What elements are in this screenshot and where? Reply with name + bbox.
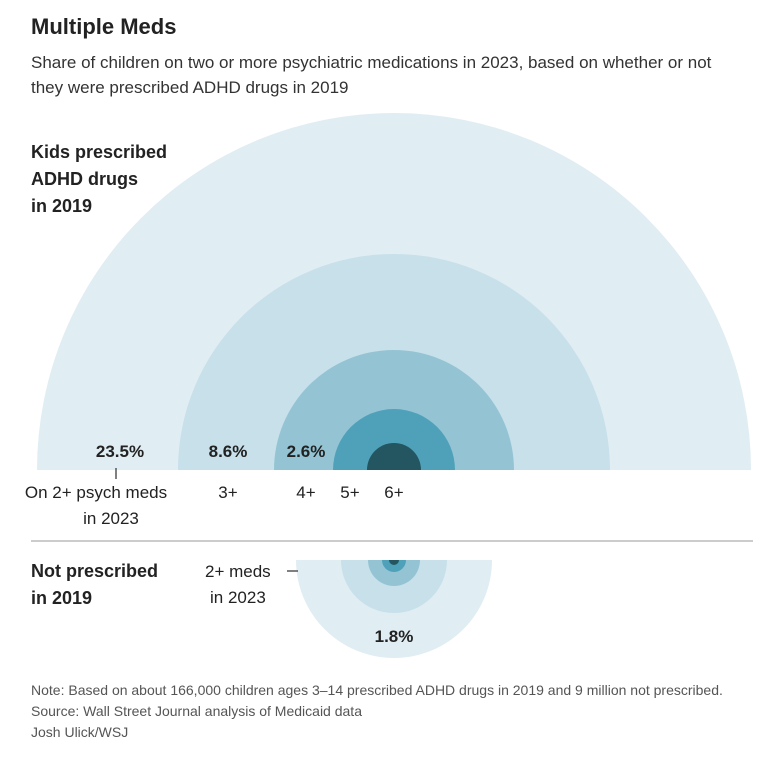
axis-label-2plus-line-1: On 2+ psych meds: [25, 483, 167, 502]
annotation-line-1: 2+ meds: [205, 562, 271, 581]
value-label-top-2plus: 23.5%: [96, 442, 144, 461]
group-label-top-line-1: Kids prescribed: [31, 142, 167, 162]
source-text: Source: Wall Street Journal analysis of …: [31, 703, 362, 719]
ring-bottom-3plus: [341, 560, 447, 613]
group-label-top-line-2: ADHD drugs: [31, 169, 138, 189]
group-label-bottom-line-1: Not prescribed: [31, 561, 158, 581]
axis-label-5plus: 5+: [340, 483, 359, 502]
chart-notes: Note: Based on about 166,000 children ag…: [31, 680, 751, 743]
group-label-bottom-line-2: in 2019: [31, 588, 92, 608]
chart-title: Multiple Meds: [31, 14, 177, 39]
note-text: Note: Based on about 166,000 children ag…: [31, 682, 723, 698]
ring-top-6plus: [367, 443, 421, 470]
axis-label-4plus: 4+: [296, 483, 315, 502]
ring-top-5plus: [333, 409, 455, 470]
axis-label-6plus: 6+: [384, 483, 403, 502]
chart-canvas: Kids prescribed ADHD drugs in 2019 23.5% 8.6…: [25, 113, 753, 658]
value-label-top-4plus: 2.6%: [287, 442, 326, 461]
value-label-bottom-2plus: 1.8%: [375, 627, 414, 646]
ring-bottom-5plus: [382, 560, 406, 572]
ring-bottom-6plus: [389, 560, 399, 565]
ring-bottom-4plus: [368, 560, 420, 586]
axis-label-2plus-line-2: in 2023: [83, 509, 139, 528]
value-label-top-3plus: 8.6%: [209, 442, 248, 461]
annotation-line-2: in 2023: [210, 588, 266, 607]
credit-text: Josh Ulick/WSJ: [31, 724, 129, 740]
chart-subtitle: Share of children on two or more psychia…: [31, 53, 712, 97]
axis-label-3plus: 3+: [218, 483, 237, 502]
group-label-top-line-3: in 2019: [31, 196, 92, 216]
